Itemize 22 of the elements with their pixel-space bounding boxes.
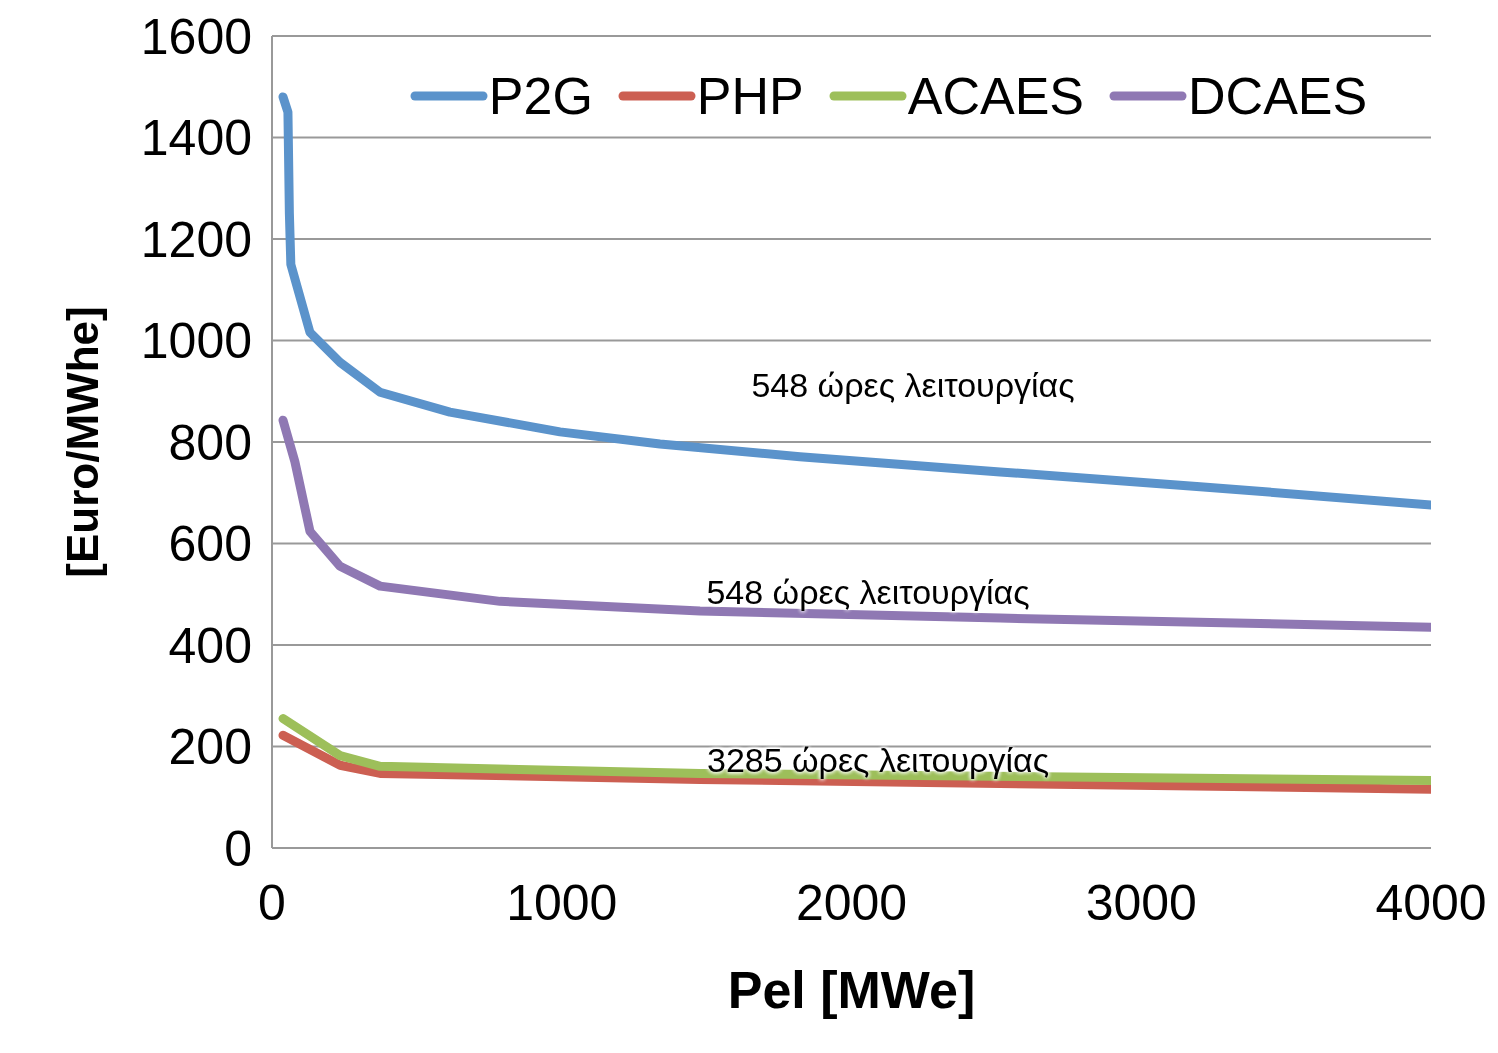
- y-tick-label: 600: [168, 516, 252, 573]
- legend-label: P2G: [488, 66, 593, 126]
- x-axis-title: Pel [MWe]: [727, 961, 976, 1019]
- y-tick-label: 400: [168, 617, 252, 674]
- y-tick-label: 1000: [140, 313, 252, 370]
- y-tick-label: 0: [224, 820, 252, 877]
- y-axis-title: [Euro/MWhe]: [57, 306, 107, 578]
- x-tick-label: 3000: [1085, 874, 1197, 931]
- y-tick-label: 800: [168, 414, 252, 471]
- legend-label: DCAES: [1188, 66, 1368, 126]
- annotation: 3285 ώρες λειτουργίας: [706, 740, 1050, 780]
- y-tick-label: 1200: [140, 211, 252, 268]
- annotation: 548 ώρες λειτουργίας: [751, 365, 1075, 405]
- annotation: 548 ώρες λειτουργίας: [706, 572, 1030, 612]
- x-tick-label: 1000: [506, 874, 618, 931]
- y-tick-label: 1400: [140, 110, 252, 167]
- x-tick-label: 2000: [795, 874, 908, 931]
- y-tick-label: 200: [168, 719, 252, 776]
- legend-label: PHP: [696, 66, 804, 126]
- x-tick-label: 4000: [1375, 874, 1487, 931]
- legend-label: ACAES: [907, 66, 1085, 126]
- y-tick-label: 1600: [140, 8, 252, 65]
